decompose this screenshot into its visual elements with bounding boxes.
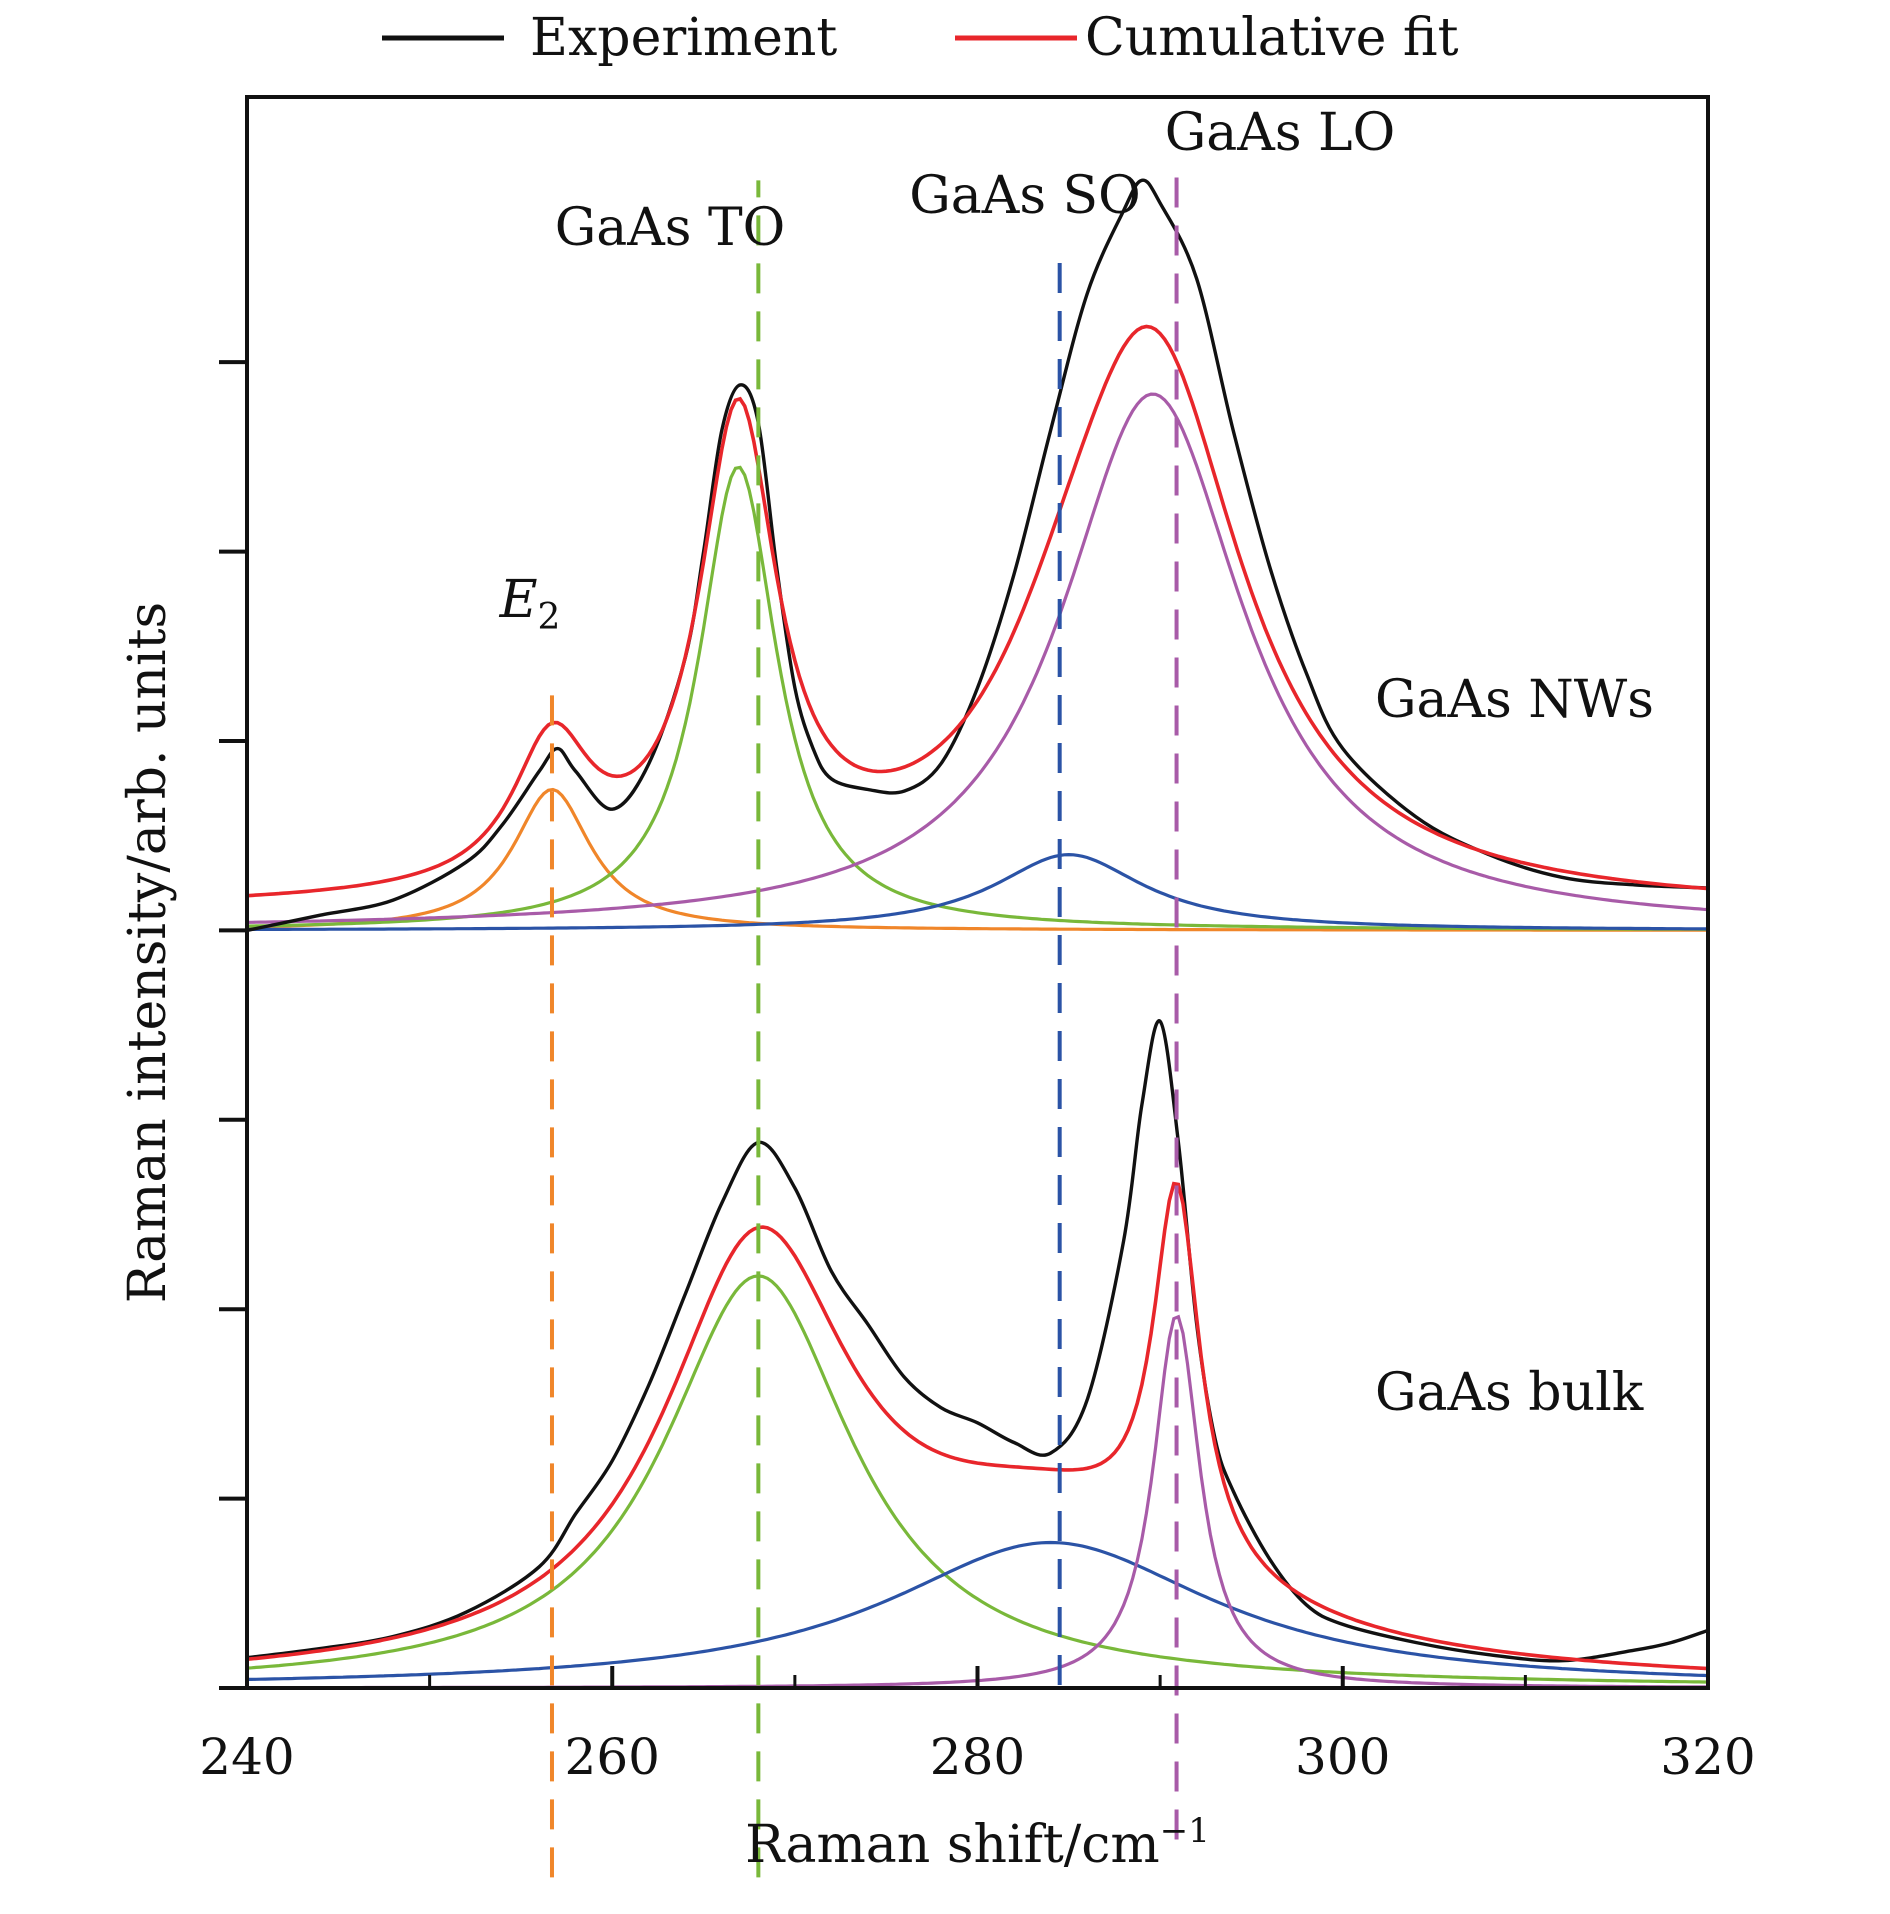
annotations: GaAs NWs GaAs bulk	[1375, 670, 1654, 1423]
y-axis	[219, 360, 247, 1690]
component-gaas-so-bulk	[247, 1540, 1708, 1681]
x-axis-title-superscript: −1	[1160, 1811, 1210, 1851]
x-tick-label: 280	[930, 1728, 1025, 1786]
panel-label-gaas-nws: GaAs NWs	[1375, 670, 1654, 730]
peak-label-gaas-so: GaAs SO	[909, 166, 1141, 226]
x-tick-label: 320	[1660, 1728, 1755, 1786]
x-axis-title-text: Raman shift/cm	[745, 1815, 1160, 1875]
legend: Experiment Cumulative fit	[382, 8, 1459, 68]
component-gaas-to-bulk	[247, 1274, 1708, 1684]
peak-label-e2: E2	[499, 570, 561, 638]
peak-markers: E2 GaAs TO GaAs SO GaAs LO	[499, 103, 1395, 1878]
legend-label-experiment: Experiment	[530, 8, 837, 68]
panel-label-gaas-bulk: GaAs bulk	[1375, 1363, 1644, 1423]
cumulative-fit-curve-bulk	[247, 1181, 1708, 1671]
component-gaas-so-nws	[247, 852, 1708, 932]
x-tick-label: 300	[1295, 1728, 1390, 1786]
peak-label-main: E	[499, 570, 538, 630]
experiment-curve-bulk	[247, 1019, 1708, 1663]
component-gaas-to-nws	[247, 465, 1708, 931]
y-axis-title: Raman intensity/arb. units	[118, 602, 178, 1303]
component-gaas-lo-nws	[247, 392, 1708, 924]
peak-label-subscript: 2	[538, 597, 561, 638]
peak-label-gaas-lo: GaAs LO	[1165, 103, 1395, 163]
x-axis-title: Raman shift/cm−1	[745, 1811, 1210, 1875]
peak-label-gaas-to: GaAs TO	[555, 198, 786, 258]
x-axis: 240 260 280 300 320	[199, 1666, 1756, 1786]
cumulative-fit-curve-nws	[247, 324, 1708, 898]
legend-label-cumulative-fit: Cumulative fit	[1085, 8, 1459, 68]
experiment-curve-nws	[247, 178, 1708, 933]
x-tick-label: 240	[199, 1728, 294, 1786]
x-tick-label: 260	[565, 1728, 660, 1786]
